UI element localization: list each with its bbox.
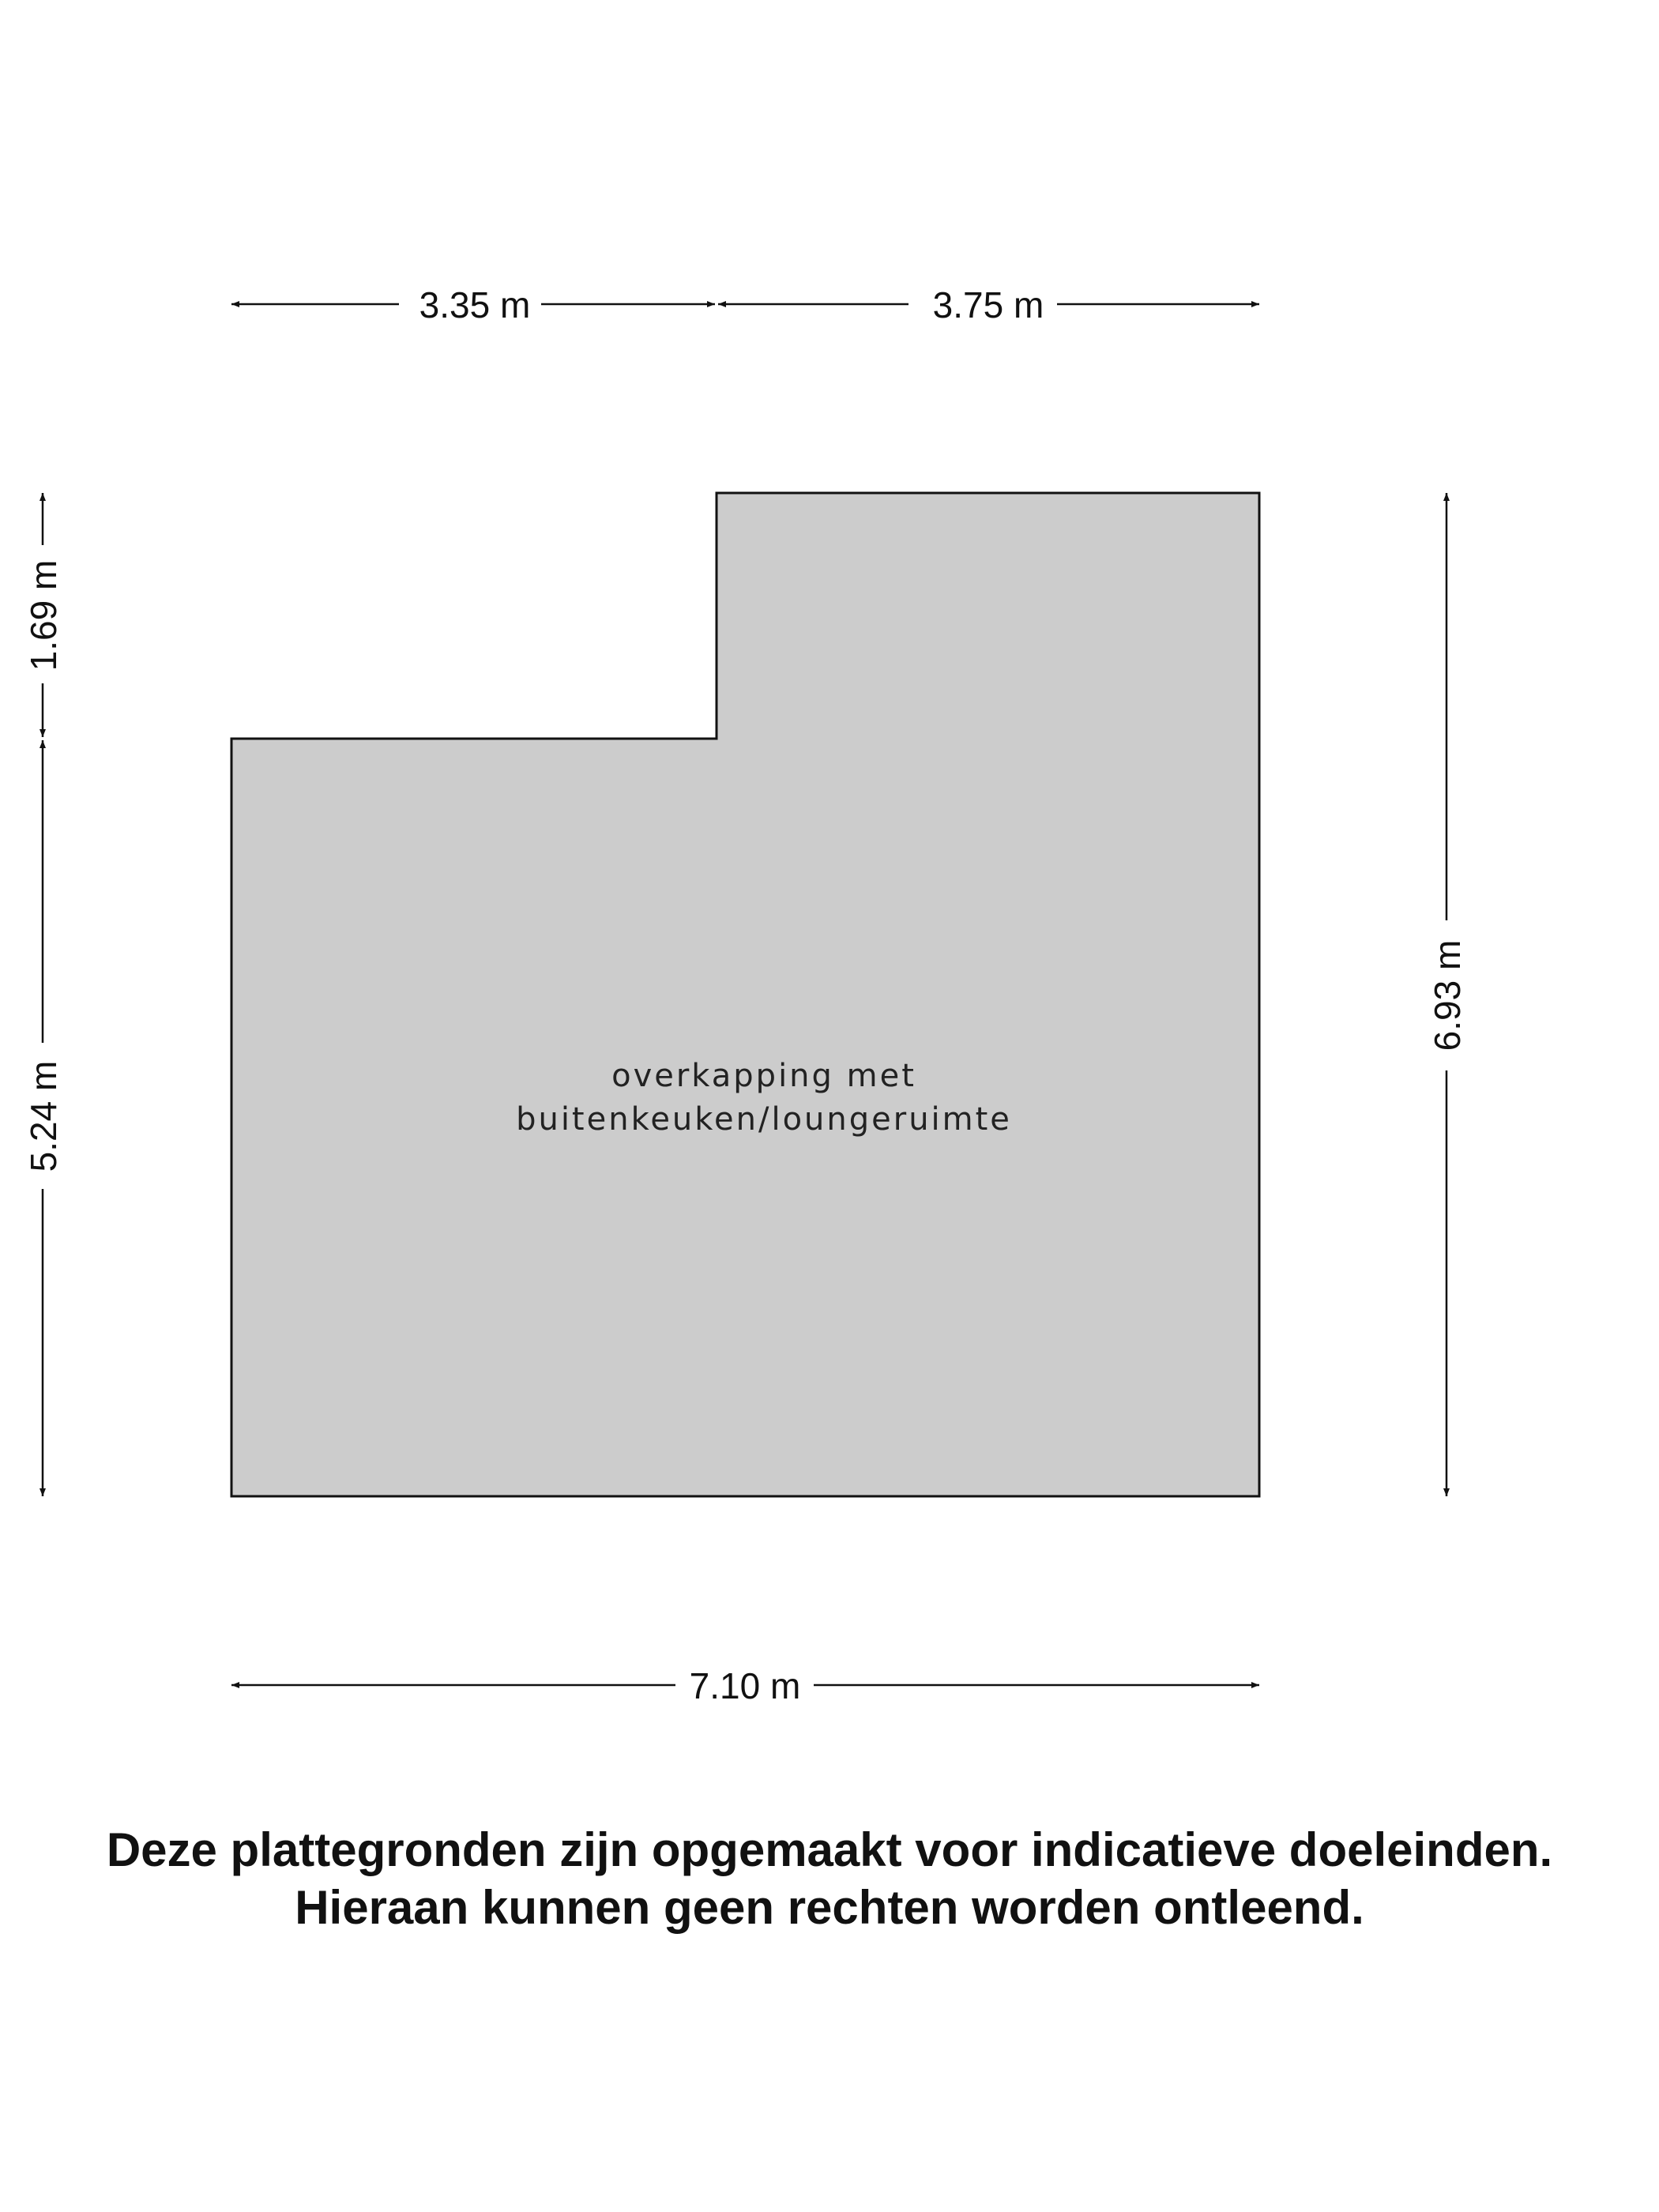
dimension-label: 1.69 m [23,560,64,672]
dimension-bottom: 7.10 m [231,1665,1259,1706]
dimension-left-upper: 1.69 m [23,493,64,737]
disclaimer-line1: Deze plattegronden zijn opgemaakt voor i… [106,1823,1553,1876]
dimension-left-lower: 5.24 m [23,740,64,1496]
room-label-line2: buitenkeuken/loungeruimte [516,1101,1012,1138]
dimension-label: 3.35 m [419,284,531,325]
dimension-right: 6.93 m [1427,493,1468,1496]
dimension-label: 7.10 m [690,1665,801,1706]
dimension-top-right: 3.75 m [718,284,1259,325]
dimension-label: 3.75 m [933,284,1044,325]
room-overkapping [230,491,1261,1498]
disclaimer: Deze plattegronden zijn opgemaakt voor i… [0,1821,1659,1936]
dimension-top-left: 3.35 m [231,284,715,325]
disclaimer-line2: Hieraan kunnen geen rechten worden ontle… [295,1881,1364,1934]
dimension-label: 6.93 m [1427,940,1468,1051]
room-label-line1: overkapping met [611,1058,916,1094]
dimension-label: 5.24 m [23,1061,64,1172]
